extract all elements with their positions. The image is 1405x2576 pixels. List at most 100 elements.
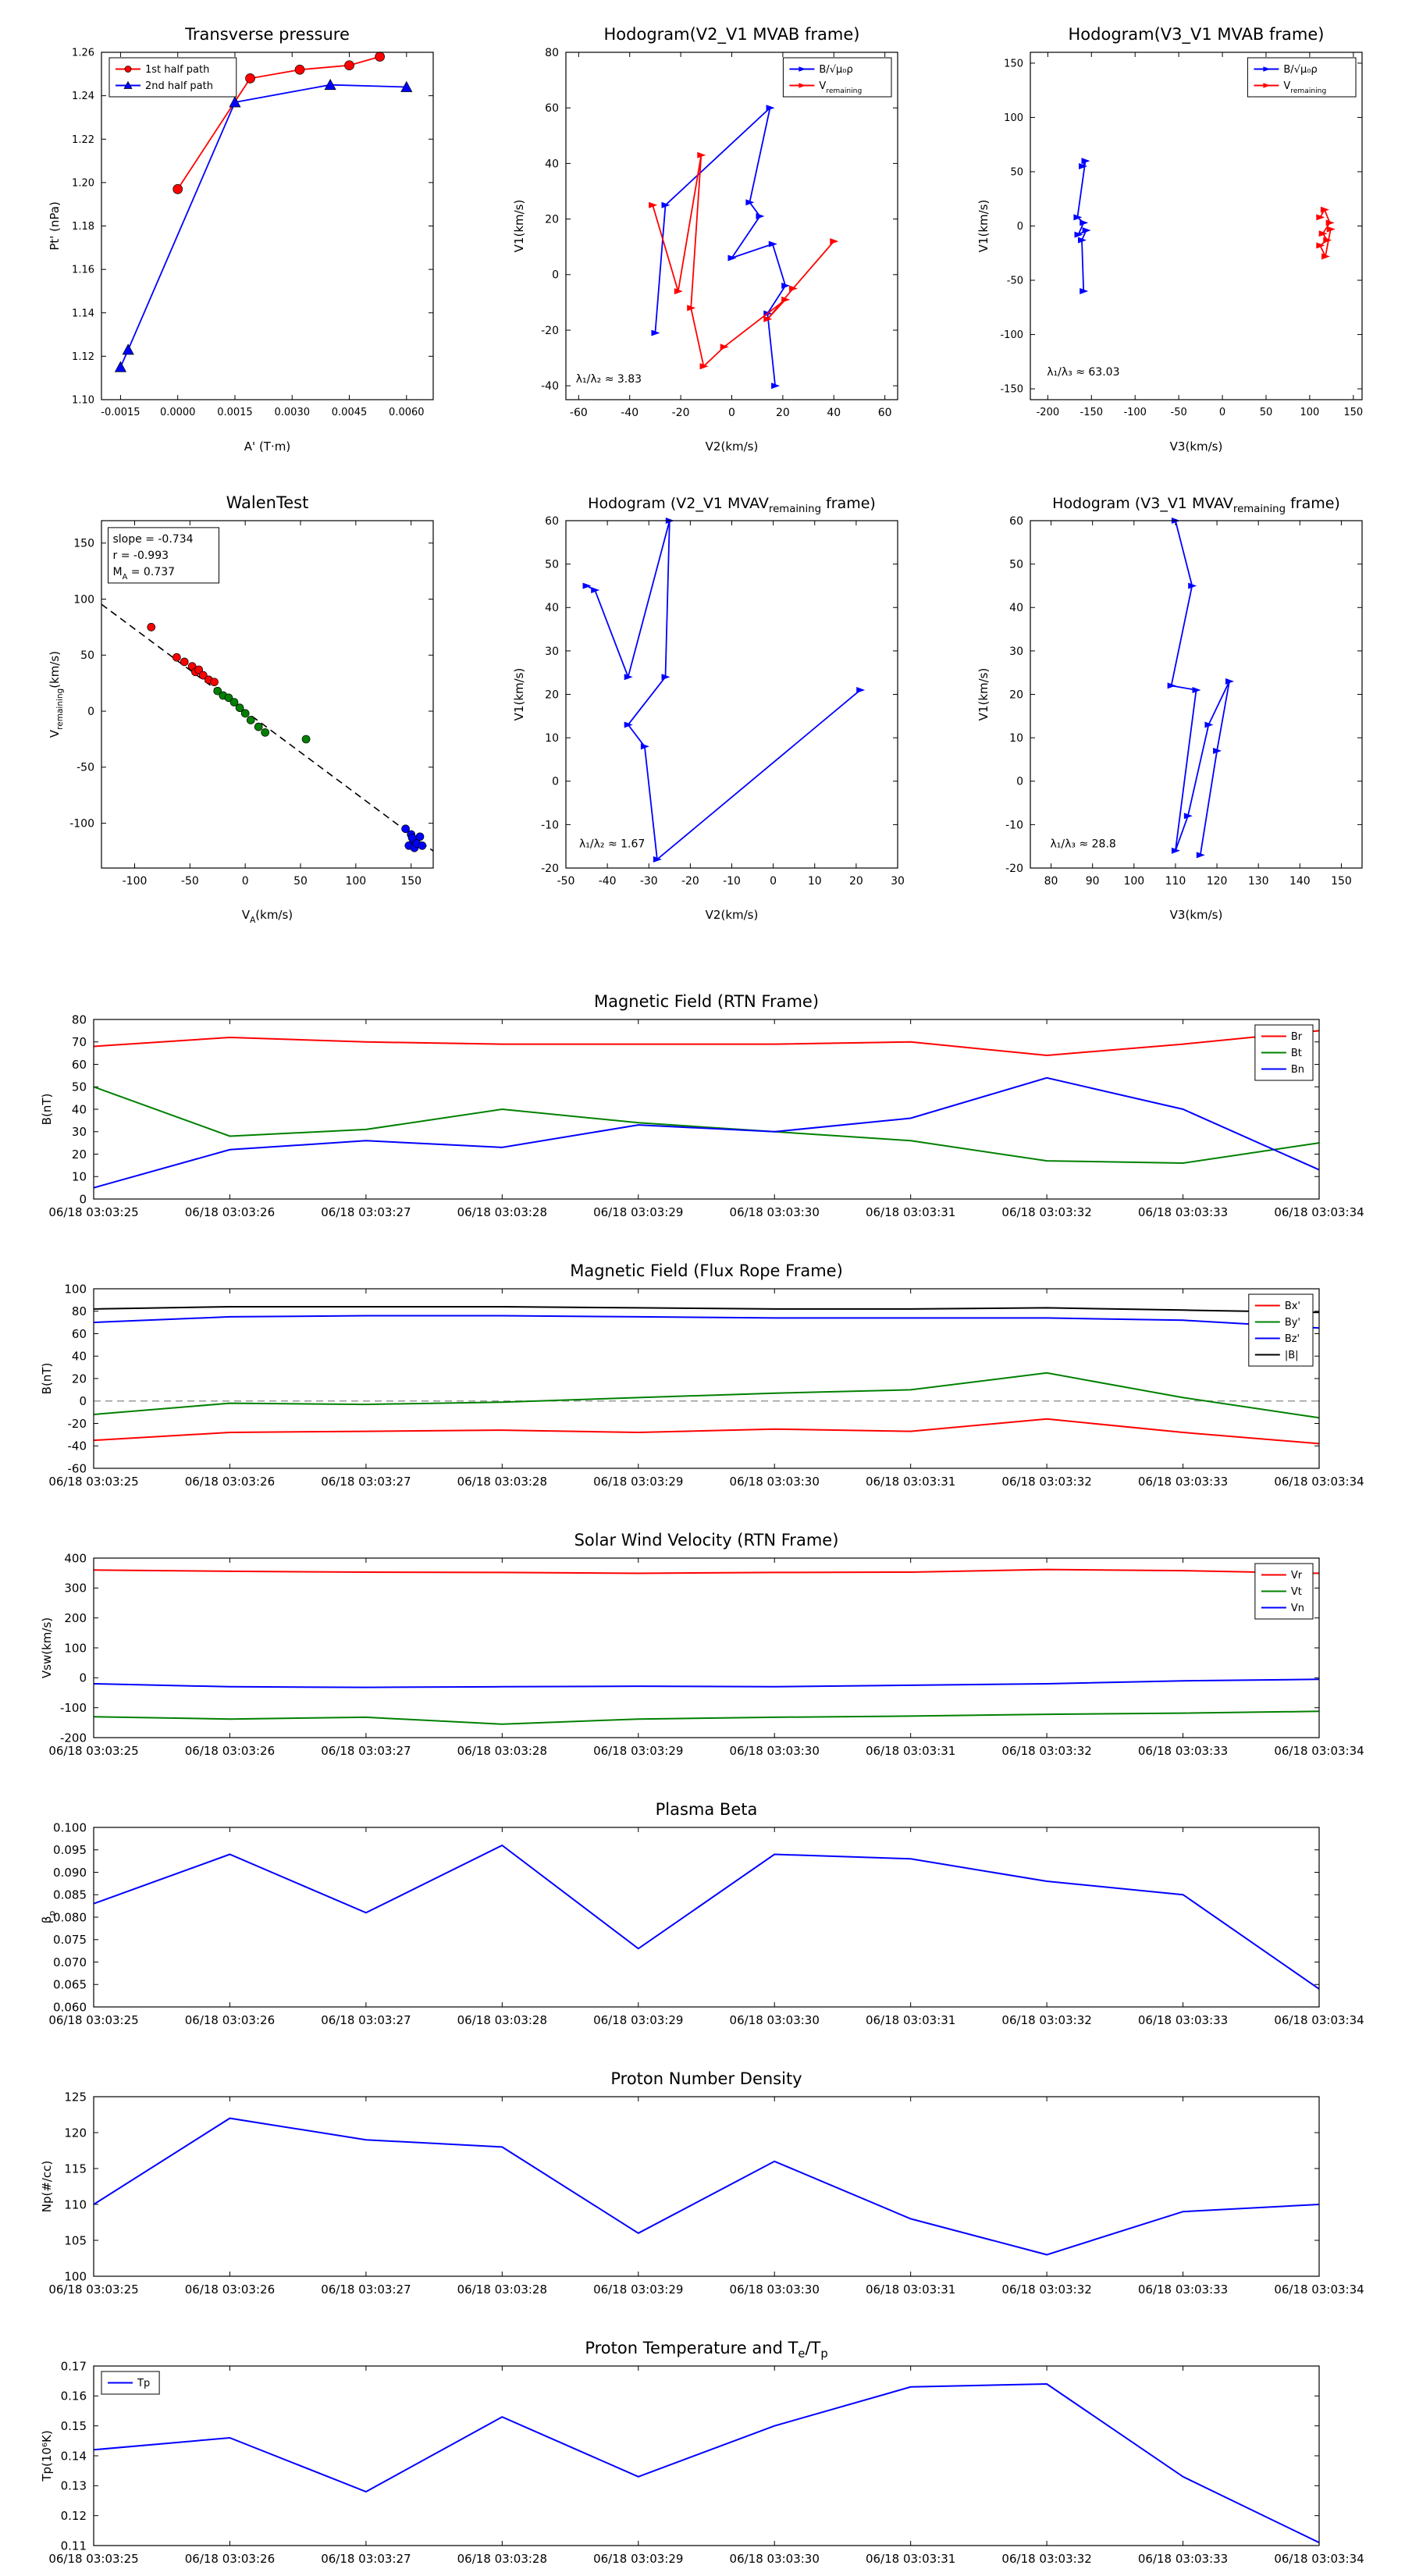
y-tick-label: -100: [69, 817, 94, 830]
y-tick-label: 150: [73, 538, 94, 550]
y-tick-label: 0.090: [53, 1866, 87, 1880]
x-tick-label: 0: [770, 875, 777, 888]
plot-frame: [93, 1019, 1320, 1200]
x-tick-label: 06/18 03:03:30: [730, 2282, 820, 2297]
x-tick-label: 30: [891, 875, 905, 888]
x-tick-label: 150: [1331, 875, 1352, 888]
marker-arrow: [1263, 83, 1271, 88]
y-tick-label: 50: [72, 1080, 87, 1094]
marker-arrow: [781, 296, 791, 303]
y-tick-label: 0.15: [61, 2419, 87, 2433]
x-tick-label: 80: [1044, 875, 1058, 888]
plot-area: [94, 1827, 1319, 2007]
marker-arrow: [788, 285, 798, 292]
chart-title: Magnetic Field (Flux Rope Frame): [570, 1261, 843, 1280]
x-tick-label: 06/18 03:03:33: [1138, 1744, 1228, 1758]
chart-title: Hodogram (V3_V1 MVAVremaining frame): [1052, 495, 1340, 515]
y-tick-label: -10: [541, 819, 559, 831]
plot-area: [1030, 52, 1362, 400]
x-tick-label: 50: [293, 875, 308, 888]
x-tick-label: 06/18 03:03:25: [48, 1475, 138, 1489]
x-axis-label: VA(km/s): [242, 908, 293, 925]
marker-arrow: [674, 288, 683, 295]
annotation-text: r = -0.993: [113, 550, 169, 562]
marker-dot: [301, 735, 311, 744]
y-tick-label: 40: [545, 602, 559, 614]
marker-triangle: [123, 80, 133, 89]
y-tick-label: 0.14: [61, 2449, 87, 2463]
x-tick-label: 0.0000: [160, 407, 196, 418]
y-tick-label: 0.065: [53, 1978, 87, 1992]
marker-circle: [245, 73, 255, 84]
legend-label: Bt: [1291, 1048, 1302, 1059]
marker-arrow: [1263, 66, 1271, 72]
x-tick-label: 40: [827, 407, 841, 419]
y-tick-label: 60: [545, 515, 559, 528]
x-tick-label: 06/18 03:03:28: [457, 2013, 547, 2027]
marker-arrow: [653, 856, 662, 863]
x-axis-label: V2(km/s): [706, 908, 759, 922]
marker-dot: [194, 665, 204, 674]
annotation-text: slope = -0.734: [113, 533, 194, 546]
y-tick-label: 30: [1009, 646, 1023, 658]
chart-title: WalenTest: [226, 493, 309, 512]
x-tick-label: -40: [599, 875, 617, 888]
x-tick-label: 90: [1086, 875, 1100, 888]
chart-transverse-pressure: -0.0015 0.0000 0.0015 0.0030 0.0045 0.0060 1.1…: [35, 9, 449, 458]
x-tick-label: 06/18 03:03:31: [866, 2552, 955, 2566]
y-tick-label: 120: [64, 2126, 87, 2140]
y-tick-label: 40: [72, 1102, 87, 1116]
x-tick-label: 06/18 03:03:27: [321, 2282, 411, 2297]
marker-arrow: [1225, 678, 1234, 685]
marker-dot: [240, 709, 250, 718]
x-tick-label: -10: [723, 875, 741, 888]
x-tick-label: 06/18 03:03:29: [593, 1205, 683, 1219]
x-tick-label: 06/18 03:03:29: [593, 2282, 683, 2297]
chart-hodogram-v3v1-mvav: 80 90 100 110 120 130 140 150 -20 -10 0 10 20 30 40 50 6…: [964, 478, 1378, 927]
x-tick-label: 0: [728, 407, 735, 419]
x-tick-label: 06/18 03:03:27: [321, 2013, 411, 2027]
chart-magnetic-field-rtn: 06/18 03:03:25 06/18 03:03:26 06/18 03:03:…: [0, 980, 1405, 1222]
x-tick-label: 06/18 03:03:28: [457, 2552, 547, 2566]
marker-triangle: [400, 80, 413, 92]
x-tick-label: 06/18 03:03:29: [593, 2552, 683, 2566]
marker-arrow: [727, 254, 737, 262]
marker-arrow: [687, 304, 696, 311]
series-beta p: [93, 1844, 1320, 1990]
marker-arrow: [1204, 721, 1214, 728]
y-axis-label: V1(km/s): [512, 200, 526, 253]
marker-arrow: [1081, 158, 1090, 165]
legend-label: |B|: [1285, 1350, 1299, 1361]
marker-arrow: [1318, 230, 1328, 237]
y-tick-label: -200: [60, 1731, 87, 1745]
x-tick-label: 06/18 03:03:31: [866, 2282, 955, 2297]
plot-frame: [565, 520, 898, 869]
x-tick-label: -200: [1037, 407, 1060, 418]
plot-frame: [93, 1288, 1320, 1469]
x-tick-label: 130: [1248, 875, 1269, 888]
marker-arrow: [649, 201, 658, 208]
x-tick-label: 06/18 03:03:27: [321, 1744, 411, 1758]
y-tick-label: -60: [68, 1461, 87, 1475]
chart-svg-proton-temp: 06/18 03:03:25 06/18 03:03:26 06/18 03:03:…: [40, 2339, 1364, 2566]
chart-title: Proton Temperature and Te/Tp: [585, 2339, 827, 2361]
x-tick-label: 06/18 03:03:34: [1274, 1205, 1364, 1219]
marker-triangle: [324, 78, 336, 91]
series-Bn: [93, 1076, 1320, 1189]
legend-box: [108, 57, 237, 98]
marker-arrow: [768, 240, 777, 247]
series-Bz': [93, 1315, 1320, 1329]
y-tick-label: 0: [1016, 776, 1023, 788]
x-tick-label: 06/18 03:03:26: [185, 1744, 275, 1758]
marker-arrow: [1188, 582, 1197, 589]
y-tick-label: 60: [1009, 515, 1023, 528]
x-tick-label: -50: [557, 875, 575, 888]
marker-arrow: [624, 721, 633, 728]
plot-frame: [93, 1827, 1320, 2008]
y-tick-label: 100: [64, 2269, 87, 2283]
chart-svg-walen-test: -100 -50 0 50 100 150 -100 -50 0 50 100 150 WalenTes…: [48, 493, 434, 925]
x-axis-label: V2(km/s): [706, 439, 759, 454]
y-tick-label: 50: [1009, 559, 1023, 571]
x-tick-label: 06/18 03:03:33: [1138, 2282, 1228, 2297]
x-tick-label: 0: [1219, 407, 1225, 418]
